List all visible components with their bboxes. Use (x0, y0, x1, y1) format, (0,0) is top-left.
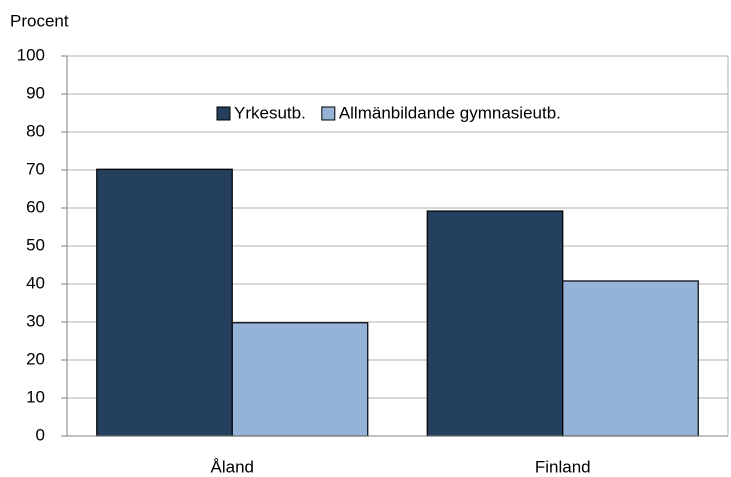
bar (562, 280, 699, 437)
legend-label: Allmänbildande gymnasieutb. (339, 103, 561, 122)
legend-label: Yrkesutb. (234, 103, 306, 122)
x-tick-label: Finland (535, 457, 591, 476)
y-tick-label: 40 (26, 273, 45, 292)
legend-swatch (321, 106, 336, 121)
y-tick-label: 20 (26, 349, 45, 368)
y-tick-label: 100 (17, 45, 45, 64)
y-tick-label: 60 (26, 197, 45, 216)
y-tick-label: 10 (26, 387, 45, 406)
bar (426, 210, 564, 437)
bar (96, 168, 233, 437)
y-tick-label: 80 (26, 121, 45, 140)
y-tick-label: 30 (26, 311, 45, 330)
x-tick-label: Åland (211, 457, 254, 476)
y-axis-label: Procent (10, 11, 69, 30)
y-tick-label: 90 (26, 83, 45, 102)
y-tick-label: 70 (26, 159, 45, 178)
legend-swatch (216, 106, 231, 121)
y-tick-label: 0 (36, 425, 45, 444)
y-tick-label: 50 (26, 235, 45, 254)
bar (231, 322, 369, 437)
